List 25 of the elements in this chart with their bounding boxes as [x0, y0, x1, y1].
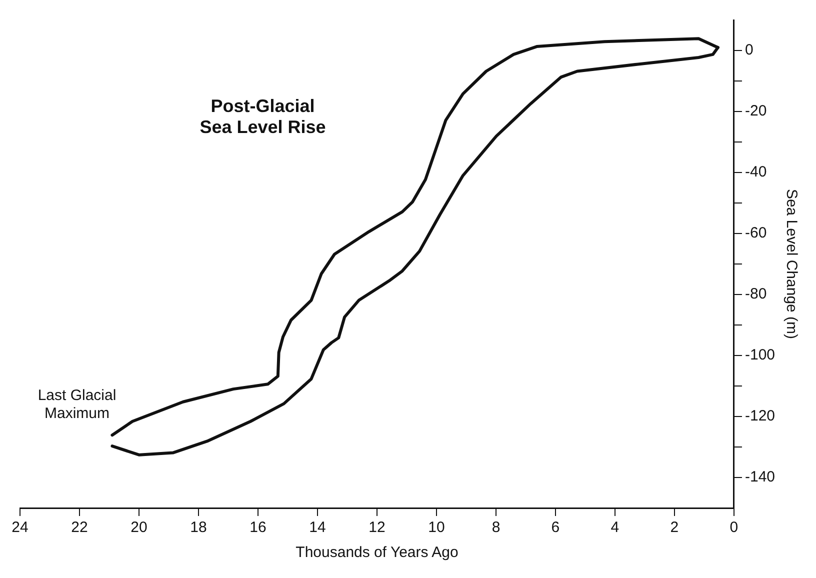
- x-tick-label: 20: [130, 519, 148, 536]
- annotation: Last Glacial Maximum: [38, 387, 116, 422]
- x-tick-label: 14: [309, 519, 326, 536]
- x-axis-title: Thousands of Years Ago: [296, 544, 458, 562]
- y-tick-label: -20: [744, 102, 767, 120]
- x-tick-label: 16: [250, 519, 266, 536]
- x-tick-label: 22: [71, 519, 88, 536]
- y-tick-label: -100: [744, 346, 776, 364]
- y-tick-label: 0: [744, 42, 754, 59]
- x-tick-label: 0: [730, 519, 738, 536]
- x-tick-label: 10: [428, 519, 445, 536]
- x-tick-label: 2: [670, 519, 679, 536]
- y-tick-label: -60: [744, 224, 767, 242]
- text: Post-Glacial Sea Level Rise: [200, 96, 326, 138]
- y-tick-label: -80: [744, 286, 767, 303]
- x-tick-label: 24: [12, 519, 28, 536]
- y-tick-label: -40: [744, 164, 767, 181]
- x-tick-label: 6: [551, 519, 560, 536]
- y-tick-label: -140: [744, 468, 776, 486]
- y-tick-label: -120: [744, 408, 776, 425]
- x-tick-label: 4: [610, 519, 620, 536]
- y-axis-title: Sea Level Change (m): [782, 188, 800, 340]
- x-tick-label: 8: [492, 519, 500, 536]
- x-tick-label: 18: [190, 519, 207, 536]
- x-tick-label: 12: [368, 519, 386, 536]
